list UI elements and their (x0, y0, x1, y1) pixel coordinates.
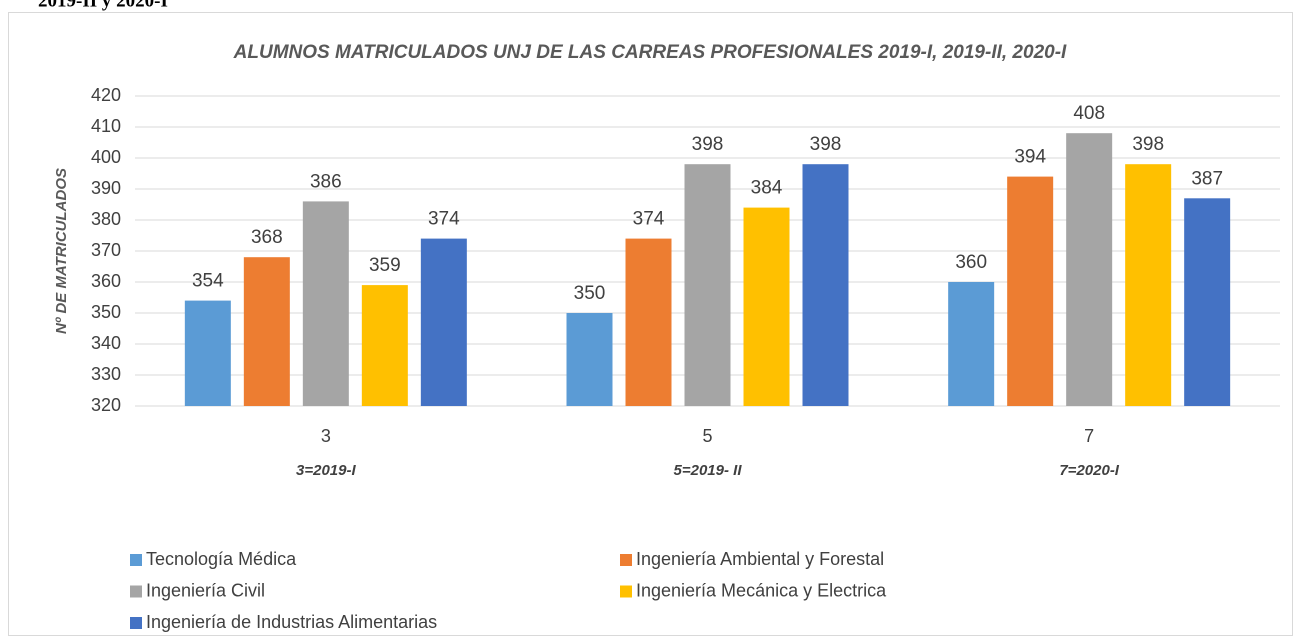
legend-swatch (620, 585, 632, 598)
legend-swatch (620, 554, 632, 566)
category-note: 5=2019- II (674, 462, 743, 479)
bar (1066, 133, 1113, 406)
data-label: 386 (310, 171, 342, 192)
page-heading: 2019-II y 2020-I (38, 0, 168, 11)
legend-label: Tecnología Médica (146, 549, 297, 569)
data-label: 360 (955, 252, 987, 273)
y-tick-label: 410 (91, 116, 121, 136)
data-label: 398 (692, 134, 724, 155)
x-tick-label: 7 (1084, 426, 1094, 446)
data-label: 408 (1073, 103, 1105, 124)
bar (243, 257, 290, 406)
bar (1184, 198, 1231, 406)
legend-label: Ingeniería de Industrias Alimentarias (146, 612, 437, 632)
y-tick-label: 360 (91, 271, 121, 291)
y-tick-label: 380 (91, 209, 121, 229)
legend-label: Ingeniería Mecánica y Electrica (636, 580, 887, 600)
legend-swatch (130, 585, 142, 598)
y-tick-label: 330 (91, 364, 121, 384)
legend-swatch (130, 617, 142, 629)
bar (420, 238, 467, 406)
bar (566, 313, 613, 406)
data-label: 359 (369, 255, 401, 276)
bar (684, 164, 731, 406)
x-tick-label: 3 (321, 426, 331, 446)
y-tick-label: 370 (91, 240, 121, 260)
y-tick-label: 320 (91, 395, 121, 415)
y-tick-label: 420 (91, 85, 121, 105)
bar (625, 238, 672, 406)
data-label: 350 (574, 283, 606, 304)
y-tick-label: 350 (91, 302, 121, 322)
category-note: 7=2020-I (1059, 462, 1119, 479)
bar (1007, 176, 1054, 406)
y-tick-label: 400 (91, 147, 121, 167)
bar (361, 285, 408, 406)
y-tick-label: 340 (91, 333, 121, 353)
data-label: 387 (1191, 168, 1223, 189)
data-label: 384 (751, 178, 783, 199)
legend-swatch (130, 554, 142, 566)
data-label: 394 (1014, 147, 1046, 168)
bar (302, 201, 349, 406)
category-note: 3=2019-I (296, 462, 356, 479)
legend-label: Ingeniería Ambiental y Forestal (636, 549, 884, 569)
data-label: 354 (192, 271, 224, 292)
legend-label: Ingeniería Civil (146, 580, 265, 600)
data-label: 398 (1132, 134, 1164, 155)
data-label: 374 (633, 209, 665, 230)
chart-title: ALUMNOS MATRICULADOS UNJ DE LAS CARREAS … (233, 42, 1067, 63)
data-label: 398 (810, 134, 842, 155)
y-axis-label: Nº DE MATRICULADOS (53, 168, 70, 334)
data-label: 374 (428, 209, 460, 230)
bar (743, 207, 790, 406)
data-label: 368 (251, 227, 283, 248)
y-tick-label: 390 (91, 178, 121, 198)
bar (1125, 164, 1172, 406)
bar (802, 164, 849, 406)
x-tick-label: 5 (702, 426, 712, 446)
bar (948, 282, 995, 406)
bar (184, 300, 231, 406)
